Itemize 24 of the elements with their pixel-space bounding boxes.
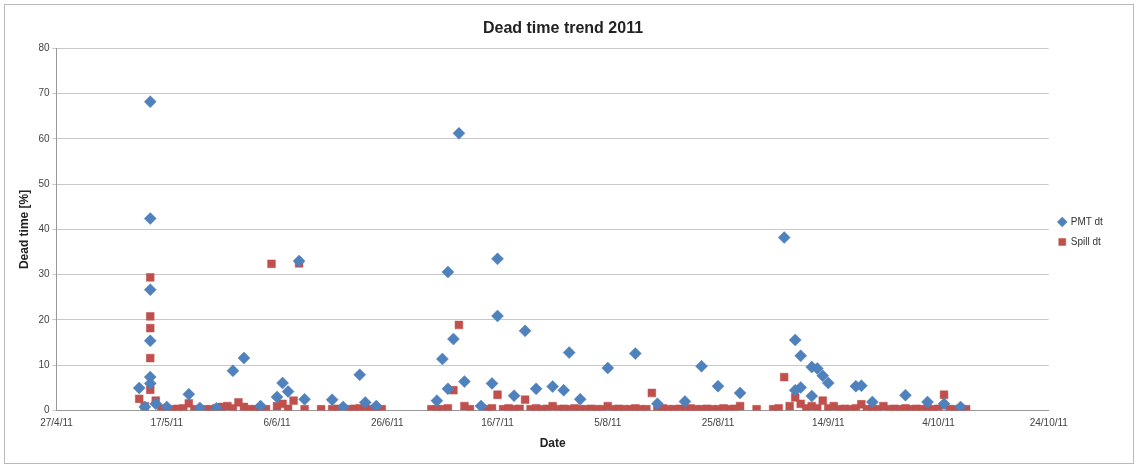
y-tick-label: 40 <box>38 223 50 235</box>
y-tick-label: 10 <box>38 359 50 371</box>
y-tick-label: 50 <box>38 177 50 189</box>
x-tick-label: 6/6/11 <box>263 417 291 429</box>
x-tick-label: 5/8/11 <box>594 417 622 429</box>
y-tick-label: 20 <box>38 313 50 325</box>
y-axis-title: Dead time [%] <box>16 189 31 270</box>
x-tick-label: 14/9/11 <box>811 417 846 429</box>
y-tick-label: 0 <box>43 404 50 416</box>
x-axis-title: Date <box>539 436 566 451</box>
x-tick-label: 25/8/11 <box>701 417 735 429</box>
x-tick-label: 4/10/11 <box>922 417 956 429</box>
y-tick-label: 60 <box>38 132 50 144</box>
y-tick-label: 70 <box>38 87 50 99</box>
y-tick-label: 30 <box>38 268 50 280</box>
y-tick-label: 80 <box>38 41 50 53</box>
x-tick-label: 17/5/11 <box>150 417 184 429</box>
x-tick-label: 27/4/11 <box>40 417 74 429</box>
x-tick-label: 24/10/11 <box>1029 417 1069 429</box>
chart-title: Dead time trend 2011 <box>482 19 644 37</box>
x-tick-label: 26/6/11 <box>370 417 405 429</box>
legend-label: PMT dt <box>1070 215 1104 227</box>
legend-label: Spill dt <box>1070 235 1102 247</box>
x-tick-label: 16/7/11 <box>481 417 515 429</box>
